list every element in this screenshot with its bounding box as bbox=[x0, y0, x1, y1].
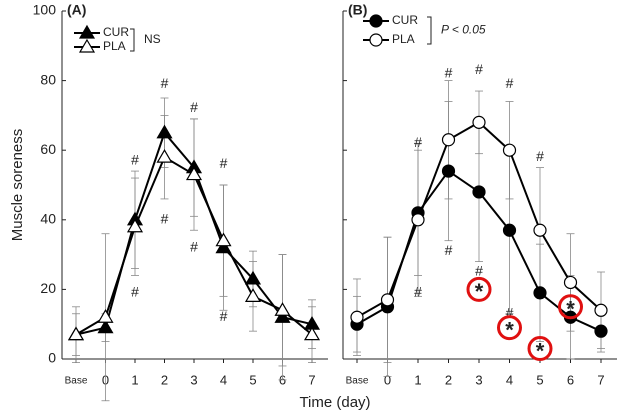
legend-label: CUR bbox=[392, 13, 418, 27]
annotation: * bbox=[505, 317, 514, 342]
x-tick-label: 7 bbox=[597, 372, 604, 387]
marker bbox=[563, 275, 578, 290]
marker bbox=[533, 286, 547, 300]
marker bbox=[594, 303, 608, 317]
marker bbox=[274, 302, 291, 316]
legend-label: CUR bbox=[103, 25, 129, 39]
marker bbox=[369, 33, 383, 47]
marker bbox=[78, 24, 96, 39]
marker bbox=[244, 270, 262, 285]
marker bbox=[441, 133, 456, 147]
highlight-circle bbox=[466, 276, 492, 302]
annotation: * bbox=[475, 279, 484, 304]
annotation: # bbox=[220, 155, 228, 171]
annotation: # bbox=[161, 75, 169, 91]
marker bbox=[156, 148, 173, 163]
marker bbox=[78, 38, 96, 53]
marker bbox=[126, 218, 144, 233]
marker bbox=[472, 115, 486, 129]
highlight-circle bbox=[527, 336, 553, 362]
annotation: # bbox=[445, 242, 453, 258]
annotation: # bbox=[475, 61, 483, 77]
marker bbox=[380, 293, 395, 307]
x-tick-label: 1 bbox=[131, 372, 138, 387]
panel-label: (B) bbox=[348, 2, 367, 18]
marker bbox=[502, 143, 517, 157]
highlight-circle bbox=[497, 315, 522, 341]
marker bbox=[533, 223, 547, 237]
x-tick-label: 4 bbox=[220, 372, 227, 387]
x-tick-label: 5 bbox=[249, 372, 256, 387]
x-tick-label: 5 bbox=[536, 372, 543, 387]
annotation: # bbox=[131, 151, 139, 167]
marker bbox=[594, 324, 608, 338]
marker bbox=[67, 326, 85, 341]
marker bbox=[244, 288, 262, 302]
x-tick-label: 1 bbox=[414, 372, 421, 387]
annotation: # bbox=[190, 238, 198, 254]
x-axis-label: Time (day) bbox=[299, 394, 370, 411]
x-tick-label: 6 bbox=[567, 372, 574, 387]
annotation: # bbox=[220, 308, 228, 324]
marker bbox=[441, 164, 456, 178]
x-tick-label: 7 bbox=[308, 372, 315, 387]
marker bbox=[472, 185, 486, 199]
marker bbox=[502, 223, 517, 237]
y-axis-label: Muscle soreness bbox=[9, 129, 26, 242]
legend-bracket bbox=[427, 16, 432, 45]
y-tick-label: 40 bbox=[40, 211, 56, 227]
y-tick-label: 60 bbox=[40, 141, 56, 157]
y-tick-label: 100 bbox=[33, 2, 57, 18]
marker bbox=[274, 309, 291, 323]
annotation: # bbox=[506, 304, 514, 320]
marker bbox=[369, 14, 383, 28]
annotation: # bbox=[536, 148, 544, 164]
panel-label: (A) bbox=[67, 2, 86, 18]
annotation: # bbox=[414, 134, 422, 150]
marker bbox=[350, 310, 364, 324]
annotation: # bbox=[414, 284, 422, 300]
marker bbox=[303, 326, 321, 341]
x-tick-label: 4 bbox=[506, 372, 513, 387]
x-tick-label: Base bbox=[65, 376, 88, 387]
annotation: # bbox=[161, 211, 169, 227]
legend-label: PLA bbox=[392, 32, 415, 46]
highlight-circle bbox=[558, 294, 583, 320]
legend-note: P < 0.05 bbox=[441, 23, 486, 37]
x-tick-label: 2 bbox=[445, 372, 452, 387]
legend-label: PLA bbox=[103, 39, 126, 53]
x-tick-label: 3 bbox=[190, 372, 197, 387]
y-tick-label: 0 bbox=[48, 350, 56, 366]
y-tick-label: 20 bbox=[40, 280, 56, 296]
marker bbox=[97, 309, 114, 323]
x-tick-label: 2 bbox=[161, 372, 168, 387]
legend-note: NS bbox=[144, 32, 161, 46]
annotation: * bbox=[566, 297, 575, 322]
marker bbox=[185, 166, 203, 181]
annotation: # bbox=[131, 284, 139, 300]
marker bbox=[97, 319, 114, 334]
x-tick-label: 3 bbox=[475, 372, 482, 387]
legend-bracket bbox=[130, 28, 135, 52]
marker bbox=[411, 213, 425, 227]
annotation: # bbox=[506, 75, 514, 91]
annotation: # bbox=[190, 99, 198, 115]
annotation: # bbox=[445, 64, 453, 80]
marker bbox=[156, 124, 173, 139]
x-tick-label: 0 bbox=[384, 372, 391, 387]
x-tick-label: Base bbox=[346, 376, 369, 387]
marker bbox=[215, 232, 232, 247]
annotation: # bbox=[475, 263, 483, 279]
y-tick-label: 80 bbox=[40, 71, 56, 87]
annotation: * bbox=[536, 338, 545, 363]
